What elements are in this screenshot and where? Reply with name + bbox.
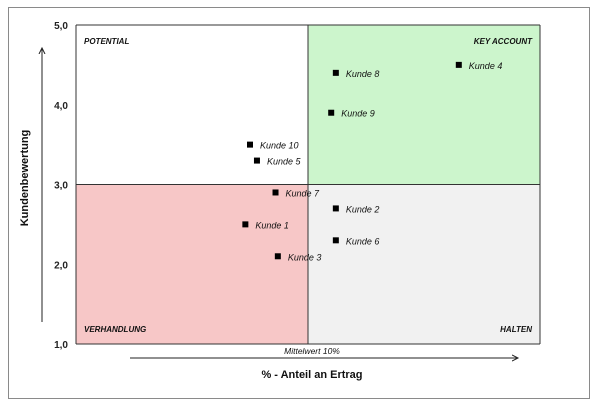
data-point-label: Kunde 6 <box>346 236 380 246</box>
data-point-label: Kunde 8 <box>346 69 380 79</box>
data-point-marker <box>274 253 281 260</box>
quadrant-label-key-account: KEY ACCOUNT <box>474 37 533 46</box>
data-point-marker <box>242 221 249 228</box>
y-axis-title: Kundenbewertung <box>19 130 31 227</box>
data-point-label: Kunde 2 <box>346 204 380 214</box>
data-point-marker <box>247 141 253 148</box>
data-point-label: Kunde 5 <box>267 157 302 167</box>
y-tick-label: 2,0 <box>54 260 68 271</box>
quadrant-label-halten: HALTEN <box>500 325 532 334</box>
data-point-marker <box>332 69 339 76</box>
data-points: Kunde 1 Kunde 2 Kunde 3 Kunde 4 Kunde 5 Kunde… <box>242 61 502 262</box>
y-tick-label: 4,0 <box>54 101 68 112</box>
x-axis-note: Mittelwert 10% <box>284 346 340 356</box>
quadrant-key-account <box>308 25 540 185</box>
data-point-marker <box>332 205 339 212</box>
data-point-label: Kunde 10 <box>260 141 299 151</box>
data-point-label: Kunde 4 <box>469 61 503 71</box>
quadrant-label-verhandlung: VERHANDLUNG <box>84 325 146 334</box>
data-point-marker <box>455 61 462 68</box>
y-tick-label: 1,0 <box>54 340 68 351</box>
data-point-marker <box>328 109 335 116</box>
data-point-label: Kunde 7 <box>286 188 321 198</box>
data-point-marker <box>332 237 339 244</box>
quadrant-label-potential: POTENTIAL <box>84 37 129 46</box>
data-point-label: Kunde 1 <box>255 220 289 230</box>
data-point-marker <box>272 189 279 196</box>
data-point-label: Kunde 3 <box>288 252 322 262</box>
data-point-marker <box>253 157 260 164</box>
quadrant-potential <box>76 25 308 185</box>
data-point-label: Kunde 9 <box>341 109 375 119</box>
y-tick-labels: 1,0 2,0 3,0 4,0 5,0 <box>54 21 68 351</box>
plot-lines <box>75 24 541 345</box>
x-axis-title: % - Anteil an Ertrag <box>261 369 362 381</box>
quadrant-halten <box>308 184 540 344</box>
y-tick-label: 5,0 <box>54 21 68 32</box>
quadrant-verhandlung <box>76 184 308 344</box>
y-tick-label: 3,0 <box>54 181 68 192</box>
